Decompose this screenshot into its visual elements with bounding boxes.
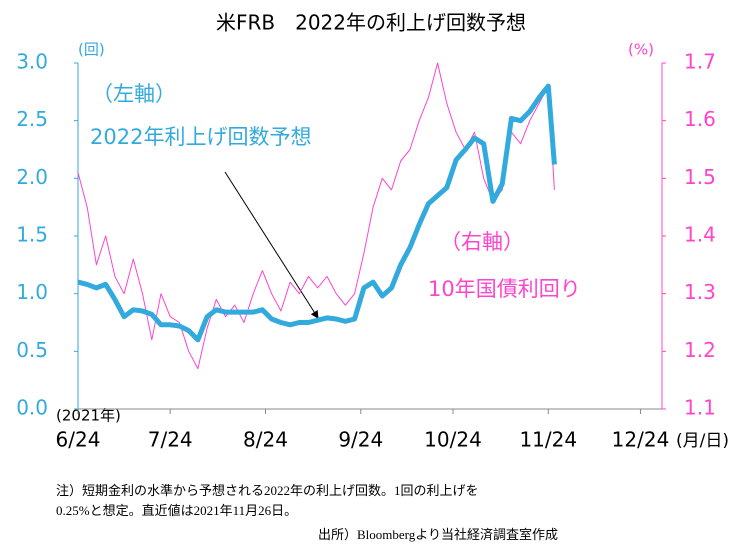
note: 注）短期金利の水準から予想される2022年の利上げ回数。1回の利上げを (56, 483, 479, 498)
y2-axis-title: (%) (628, 41, 654, 59)
y-tick-label: 0.5 (16, 338, 48, 362)
x-tick-label: 6/24 (56, 428, 101, 452)
y-tick-label: 2.0 (16, 165, 48, 189)
y-tick-label: 3.0 (16, 50, 48, 74)
y-tick-label: 1.0 (16, 280, 48, 304)
annotation: （右軸） (440, 230, 524, 254)
note: 0.25%と想定。直近値は2021年11月26日。 (56, 503, 297, 518)
y-tick-label: 0.0 (16, 396, 48, 420)
chart-title: 米FRB 2022年の利上げ回数予想 (216, 11, 526, 35)
x-tick-label: 11/24 (519, 428, 577, 452)
y2-tick-label: 1.1 (684, 396, 716, 420)
x-tick-label: 8/24 (243, 428, 288, 452)
y2-tick-label: 1.2 (684, 338, 716, 362)
x-unit-label: (月/日) (676, 431, 729, 451)
y2-tick-label: 1.6 (684, 107, 716, 131)
y-tick-label: 2.5 (16, 107, 48, 131)
annotation: 10年国債利回り (428, 277, 581, 301)
y2-tick-label: 1.7 (684, 50, 716, 74)
x-tick-label: 10/24 (424, 428, 482, 452)
x-year-label: (2021年) (56, 407, 121, 425)
source: 出所）Bloombergより当社経済調査室作成 (318, 527, 558, 542)
annotation: 2022年利上げ回数予想 (90, 125, 311, 149)
y2-tick-label: 1.4 (684, 223, 716, 247)
x-tick-label: 12/24 (612, 428, 670, 452)
annotation: （左軸） (92, 82, 176, 106)
annotation-arrow (224, 171, 319, 319)
series-line (77, 83, 557, 343)
y2-tick-label: 1.5 (684, 165, 716, 189)
y2-tick-label: 1.3 (684, 280, 716, 304)
x-tick-label: 7/24 (148, 428, 193, 452)
series-line (77, 62, 555, 370)
y-tick-label: 1.5 (16, 223, 48, 247)
y-axis-title: (回) (78, 41, 105, 59)
x-tick-label: 9/24 (338, 428, 383, 452)
